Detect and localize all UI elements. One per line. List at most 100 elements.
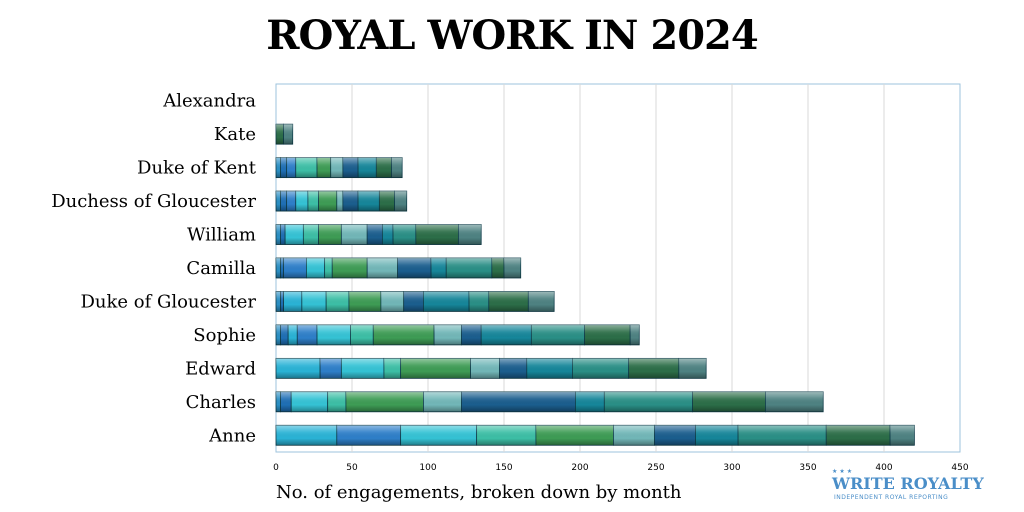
bar-segment: [381, 224, 394, 245]
bar-segment: [340, 224, 368, 245]
bar-segment: [283, 291, 303, 312]
bar-segment: [336, 190, 344, 212]
bar-segment: [280, 157, 288, 179]
bar-segment: [503, 257, 522, 279]
bar-segment: [375, 157, 392, 179]
bar-segment: [275, 157, 281, 179]
logo-tagline: INDEPENDENT ROYAL REPORTING: [834, 494, 949, 501]
bar-segment: [357, 157, 377, 179]
bar-segment: [383, 357, 402, 379]
bar-segment: [330, 157, 344, 179]
category-label: Camilla: [186, 258, 256, 279]
bar-segment: [378, 190, 395, 212]
bar-segment: [316, 157, 332, 179]
bar-segment: [530, 324, 585, 346]
bar-segment: [275, 291, 281, 312]
bar-segment: [400, 357, 471, 379]
bar-segment: [275, 424, 338, 446]
bar-segment: [280, 190, 288, 212]
category-label: Charles: [186, 392, 256, 413]
bar-segment: [765, 391, 824, 413]
bar-segment: [348, 291, 382, 312]
bar-segment: [737, 424, 827, 446]
bar-segment: [468, 291, 490, 312]
bar-segment: [457, 224, 482, 245]
bar-segment: [613, 424, 655, 446]
bar-segment: [295, 157, 318, 179]
chart-title: ROYAL WORK IN 2024: [266, 12, 758, 59]
category-label: Sophie: [193, 325, 256, 346]
x-tick-label: 150: [495, 463, 512, 473]
x-tick-label: 300: [723, 463, 740, 473]
bar-segment: [692, 391, 766, 413]
bar-segment: [491, 257, 505, 279]
bar-segment: [678, 357, 707, 379]
x-tick-label: 200: [571, 463, 588, 473]
bar-segment: [357, 190, 380, 212]
bar-segment: [403, 291, 424, 312]
bar-segment: [287, 324, 298, 346]
bar-segment: [423, 291, 470, 312]
bar-segment: [342, 157, 359, 179]
bar-segment: [307, 190, 319, 212]
bar-segment: [392, 224, 417, 245]
x-tick-label: 450: [951, 463, 968, 473]
bar-segment: [476, 424, 537, 446]
bar-segment: [286, 157, 297, 179]
bar-segment: [280, 324, 289, 346]
write-royalty-logo: ★★★ WRITE ROYALTY INDEPENDENT ROYAL REPO…: [832, 468, 992, 501]
bar-segment: [280, 391, 292, 413]
bar-segment: [296, 324, 318, 346]
bar-segment: [290, 391, 329, 413]
x-tick-label: 350: [799, 463, 816, 473]
bar-segment: [275, 391, 281, 413]
category-label: Duke of Kent: [137, 158, 257, 179]
bar-segment: [366, 224, 383, 245]
bar-segment: [318, 224, 342, 245]
bar-segment: [331, 257, 368, 279]
category-label: Kate: [214, 124, 256, 145]
bar-segment: [316, 324, 351, 346]
bar-segment: [366, 257, 399, 279]
bar-segment: [295, 190, 309, 212]
bar-segment: [302, 224, 319, 245]
bar-segment: [889, 424, 915, 446]
bar-segment: [325, 291, 350, 312]
category-label: Anne: [208, 425, 256, 446]
bar-segment: [575, 391, 605, 413]
bar-segment: [397, 257, 432, 279]
bar-segment: [603, 391, 693, 413]
bar-segment: [336, 424, 402, 446]
bar-segment: [695, 424, 739, 446]
x-axis-label: No. of engagements, broken down by month: [276, 482, 682, 503]
bar-segment: [318, 190, 338, 212]
bar-segment: [825, 424, 891, 446]
bar-segment: [280, 224, 286, 245]
bar-segment: [400, 424, 478, 446]
bar-segment: [628, 357, 680, 379]
bar-segment: [327, 391, 347, 413]
x-tick-label: 100: [419, 463, 436, 473]
bar-segment: [526, 357, 573, 379]
bar-segment: [499, 357, 528, 379]
bar-segment: [280, 291, 284, 312]
bar-segment: [301, 291, 327, 312]
bar-segment: [283, 123, 294, 145]
bar-segment: [350, 324, 374, 346]
bar-segment: [340, 357, 385, 379]
bar-segment: [584, 324, 631, 346]
x-tick-label: 400: [875, 463, 892, 473]
bar-segment: [275, 357, 321, 379]
category-label: Duke of Gloucester: [80, 291, 256, 312]
bar-segment: [372, 324, 435, 346]
bar-segment: [275, 190, 281, 212]
bar-segment: [319, 357, 342, 379]
bar-segment: [470, 357, 500, 379]
bar-segment: [380, 291, 405, 312]
x-tick-label: 50: [346, 463, 358, 473]
x-tick-label: 0: [273, 463, 279, 473]
bar-segment: [345, 391, 424, 413]
bar-segment: [445, 257, 493, 279]
bar-segment: [461, 391, 576, 413]
